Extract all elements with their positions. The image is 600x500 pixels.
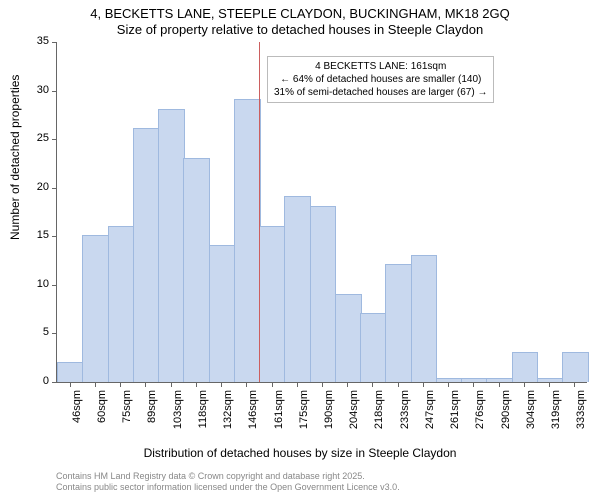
bar xyxy=(259,226,286,382)
xtick xyxy=(297,382,298,387)
xtick xyxy=(499,382,500,387)
y-axis-label: Number of detached properties xyxy=(8,75,22,240)
chart-title-line2: Size of property relative to detached ho… xyxy=(0,22,600,37)
bar xyxy=(82,235,109,382)
xtick xyxy=(549,382,550,387)
xtick-label: 60sqm xyxy=(96,390,108,440)
xtick xyxy=(524,382,525,387)
bar xyxy=(133,128,160,382)
reference-line xyxy=(259,42,260,382)
xtick-label: 46sqm xyxy=(71,390,83,440)
xtick-label: 276sqm xyxy=(474,390,486,440)
xtick-label: 118sqm xyxy=(197,390,209,440)
plot-area: 05101520253035 4 BECKETTS LANE: 161sqm ←… xyxy=(56,42,587,383)
xtick xyxy=(574,382,575,387)
annotation-line-3: 31% of semi-detached houses are larger (… xyxy=(274,86,487,99)
xtick-label: 233sqm xyxy=(399,390,411,440)
ytick-label: 30 xyxy=(37,84,49,96)
xtick xyxy=(423,382,424,387)
credits: Contains HM Land Registry data © Crown c… xyxy=(56,471,400,494)
xtick-label: 161sqm xyxy=(273,390,285,440)
ytick-label: 25 xyxy=(37,132,49,144)
chart-container: 4, BECKETTS LANE, STEEPLE CLAYDON, BUCKI… xyxy=(0,0,600,500)
bar xyxy=(284,196,311,382)
bar xyxy=(310,206,337,382)
xtick xyxy=(322,382,323,387)
x-axis-label: Distribution of detached houses by size … xyxy=(0,446,600,460)
xtick-label: 146sqm xyxy=(247,390,259,440)
bar xyxy=(385,264,412,382)
bar xyxy=(360,313,387,382)
bar xyxy=(562,352,589,382)
annotation-box: 4 BECKETTS LANE: 161sqm ← 64% of detache… xyxy=(267,56,494,103)
bar xyxy=(411,255,438,382)
xtick-label: 247sqm xyxy=(424,390,436,440)
xtick-label: 290sqm xyxy=(500,390,512,440)
ytick-label: 15 xyxy=(37,229,49,241)
bar xyxy=(183,158,210,382)
xtick xyxy=(95,382,96,387)
ytick-label: 0 xyxy=(43,375,49,387)
xtick xyxy=(372,382,373,387)
xtick xyxy=(145,382,146,387)
xtick-label: 304sqm xyxy=(525,390,537,440)
xtick xyxy=(448,382,449,387)
xtick xyxy=(272,382,273,387)
xtick-label: 175sqm xyxy=(298,390,310,440)
ytick-label: 35 xyxy=(37,35,49,47)
bar xyxy=(234,99,261,382)
xtick xyxy=(246,382,247,387)
xtick-label: 89sqm xyxy=(146,390,158,440)
xtick-label: 190sqm xyxy=(323,390,335,440)
xtick-label: 333sqm xyxy=(575,390,587,440)
bar xyxy=(57,362,84,382)
ytick-label: 5 xyxy=(43,326,49,338)
xtick xyxy=(347,382,348,387)
xtick-label: 218sqm xyxy=(373,390,385,440)
annotation-line-1: 4 BECKETTS LANE: 161sqm xyxy=(274,60,487,73)
xtick xyxy=(221,382,222,387)
xtick xyxy=(171,382,172,387)
credits-line-1: Contains HM Land Registry data © Crown c… xyxy=(56,471,400,483)
xtick-label: 319sqm xyxy=(550,390,562,440)
ytick-label: 10 xyxy=(37,278,49,290)
xtick xyxy=(70,382,71,387)
annotation-line-2: ← 64% of detached houses are smaller (14… xyxy=(274,73,487,86)
xtick xyxy=(120,382,121,387)
bar xyxy=(335,294,362,382)
credits-line-2: Contains public sector information licen… xyxy=(56,482,400,494)
xtick-label: 103sqm xyxy=(172,390,184,440)
xtick-label: 75sqm xyxy=(121,390,133,440)
xtick-label: 261sqm xyxy=(449,390,461,440)
xtick xyxy=(398,382,399,387)
xtick xyxy=(473,382,474,387)
ytick-label: 20 xyxy=(37,181,49,193)
bar xyxy=(158,109,185,382)
xtick xyxy=(196,382,197,387)
bar xyxy=(108,226,135,382)
bar xyxy=(512,352,539,382)
xtick-label: 204sqm xyxy=(348,390,360,440)
chart-title-line1: 4, BECKETTS LANE, STEEPLE CLAYDON, BUCKI… xyxy=(0,6,600,21)
xtick-label: 132sqm xyxy=(222,390,234,440)
bar xyxy=(486,378,513,382)
bar xyxy=(209,245,236,382)
